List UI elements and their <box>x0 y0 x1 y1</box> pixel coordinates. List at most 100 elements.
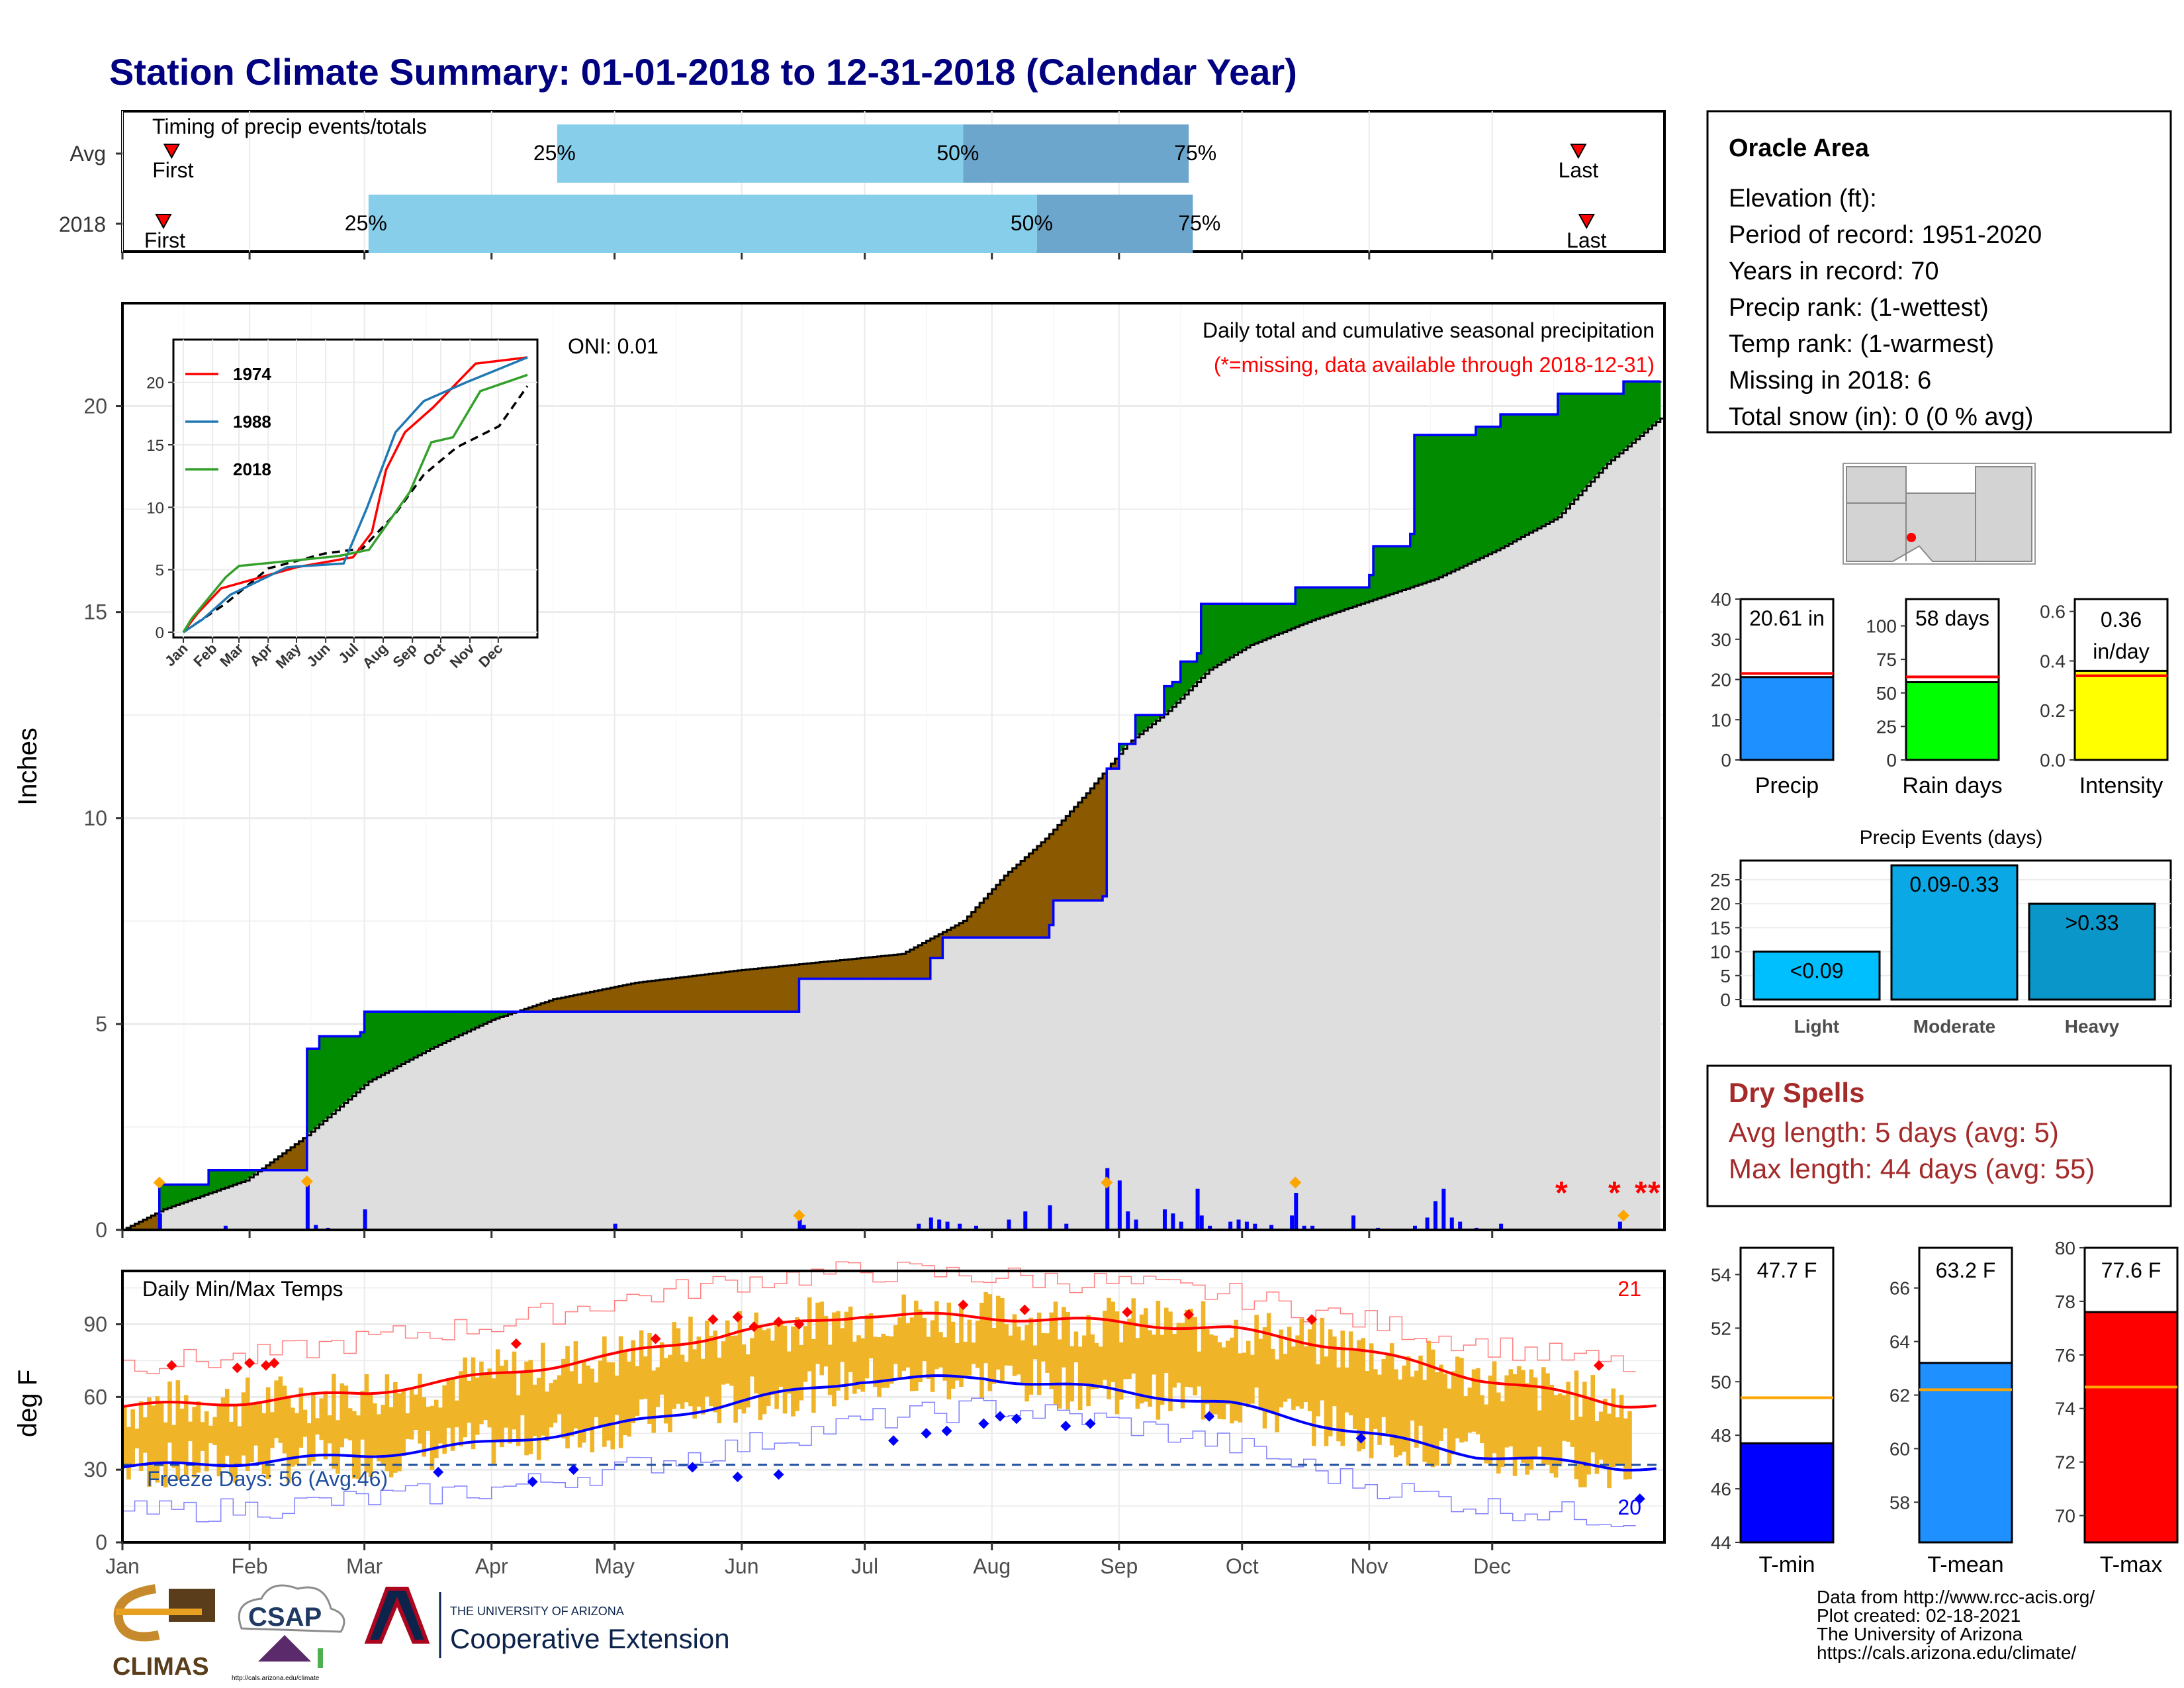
daily-precip-bar <box>958 1223 962 1230</box>
daily-temp-bar <box>1254 1315 1259 1388</box>
above-avg-fill <box>1242 604 1247 650</box>
below-avg-fill <box>536 1004 541 1012</box>
timing-bar-25-50 <box>557 124 964 183</box>
daily-temp-bar <box>1480 1395 1484 1444</box>
max-event-marker <box>793 1209 805 1222</box>
daily-temp-bar <box>1217 1342 1222 1419</box>
daily-temp-bar <box>729 1335 734 1386</box>
daily-temp-bar <box>1598 1411 1604 1460</box>
below-avg-fill <box>134 1223 140 1230</box>
record-high-marker <box>166 1360 177 1371</box>
daily-temp-bar <box>709 1335 713 1407</box>
station-info-line: Years in record: 70 <box>1729 258 1939 285</box>
above-avg-fill <box>1475 426 1480 560</box>
daily-precip-bar <box>1412 1225 1417 1230</box>
daily-temp-bar <box>733 1335 738 1423</box>
daily-temp-bar <box>237 1426 242 1468</box>
above-avg-fill <box>1217 604 1222 665</box>
below-avg-fill <box>1103 773 1107 896</box>
daily-temp-bar <box>147 1397 152 1487</box>
month-label: Jan <box>105 1554 140 1578</box>
daily-temp-bar <box>713 1330 717 1413</box>
daily-temp-bar <box>745 1354 751 1408</box>
timing-bar-50-75 <box>963 124 1189 183</box>
daily-precip-bar <box>1425 1217 1430 1230</box>
above-avg-fill <box>475 1011 480 1028</box>
daily-temp-bar <box>541 1342 545 1436</box>
daily-temp-bar <box>528 1360 533 1454</box>
daily-temp-bar <box>754 1312 758 1393</box>
above-avg-fill <box>167 1184 172 1208</box>
daily-temp-bar <box>1098 1346 1103 1386</box>
daily-temp-bar <box>397 1393 402 1472</box>
above-avg-fill <box>454 1011 459 1037</box>
y-tick-label: 52 <box>1711 1318 1731 1338</box>
daily-temp-bar <box>844 1311 849 1401</box>
intensity-value: 0.36 <box>2101 608 2142 632</box>
y-tick-label: 0.4 <box>2040 651 2066 671</box>
above-avg-fill <box>1537 414 1542 529</box>
below-avg-fill <box>635 982 640 1012</box>
above-avg-fill <box>1545 414 1551 524</box>
below-avg-fill <box>528 1008 533 1012</box>
daily-temp-bar <box>721 1341 726 1385</box>
below-avg-fill <box>844 959 849 979</box>
above-avg-fill <box>1357 587 1362 606</box>
above-avg-fill <box>1312 587 1316 621</box>
above-avg-fill <box>1553 414 1559 520</box>
above-avg-fill <box>1279 604 1284 634</box>
above-avg-fill <box>1402 546 1407 590</box>
daily-temp-bar <box>877 1337 882 1397</box>
daily-temp-bar <box>450 1379 455 1451</box>
below-avg-fill <box>954 925 960 938</box>
above-avg-fill <box>253 1170 259 1175</box>
daily-temp-bar <box>926 1336 931 1380</box>
daily-temp-bar <box>557 1375 562 1415</box>
daily-temp-bar <box>1148 1330 1152 1407</box>
daily-temp-bar <box>192 1407 197 1477</box>
daily-temp-bar <box>1344 1367 1349 1413</box>
above-avg-fill <box>479 1011 484 1026</box>
daily-temp-bar <box>151 1405 156 1479</box>
events-title: Precip Events (days) <box>1860 827 2043 849</box>
below-avg-fill <box>553 999 558 1012</box>
above-avg-fill <box>1389 546 1394 594</box>
above-avg-fill <box>1148 715 1152 727</box>
max-event-marker <box>300 1175 313 1188</box>
above-avg-fill <box>397 1011 402 1066</box>
footer: CLIMAS CSAP http://cals.arizona.edu/clim… <box>113 1584 2095 1682</box>
daily-temp-bar <box>1516 1366 1522 1459</box>
daily-temp-bar <box>905 1323 911 1368</box>
below-avg-fill <box>138 1221 144 1230</box>
daily-temp-bar <box>819 1301 825 1376</box>
above-avg-fill <box>1422 435 1428 584</box>
daily-temp-bar <box>1000 1297 1005 1383</box>
daily-temp-bar <box>811 1338 816 1413</box>
above-avg-fill <box>1504 414 1510 546</box>
daily-precip-bar <box>1064 1223 1069 1230</box>
above-avg-fill <box>1471 435 1477 562</box>
above-avg-fill <box>192 1184 197 1199</box>
below-avg-fill <box>696 975 702 1012</box>
above-avg-fill <box>183 1184 189 1202</box>
daily-temp-bar <box>167 1381 172 1443</box>
tbar-value: 77.6 F <box>2101 1258 2161 1282</box>
below-avg-fill <box>582 993 586 1012</box>
daily-temp-bar <box>1163 1307 1169 1374</box>
above-avg-fill <box>1266 604 1271 639</box>
daily-temp-bar <box>885 1335 890 1388</box>
above-avg-fill <box>175 1184 181 1205</box>
above-avg-fill <box>1611 393 1616 461</box>
legend-label: 1974 <box>233 364 271 384</box>
daily-temp-bar <box>852 1341 857 1394</box>
above-avg-fill <box>196 1184 201 1198</box>
daily-temp-bar <box>663 1358 668 1424</box>
above-avg-fill <box>1521 414 1525 538</box>
month-label: Aug <box>973 1554 1011 1578</box>
daily-temp-bar <box>1057 1339 1062 1409</box>
below-avg-fill <box>610 988 615 1012</box>
daily-temp-bar <box>659 1342 664 1395</box>
daily-temp-bar <box>737 1311 743 1410</box>
below-avg-fill <box>975 907 980 938</box>
daily-temp-bar <box>950 1321 956 1389</box>
